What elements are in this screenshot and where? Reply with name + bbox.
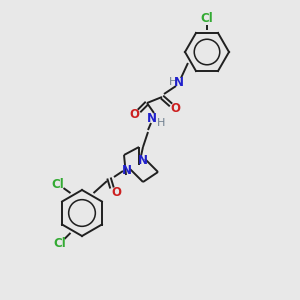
Text: H: H: [169, 77, 177, 87]
Text: Cl: Cl: [51, 178, 64, 190]
Text: O: O: [170, 101, 180, 115]
Text: N: N: [147, 112, 157, 124]
Text: O: O: [129, 109, 139, 122]
Text: O: O: [111, 187, 121, 200]
Text: N: N: [138, 154, 148, 166]
Text: H: H: [157, 118, 165, 128]
Text: N: N: [122, 164, 132, 178]
Text: Cl: Cl: [201, 11, 213, 25]
Text: Cl: Cl: [53, 237, 66, 250]
Text: N: N: [174, 76, 184, 88]
